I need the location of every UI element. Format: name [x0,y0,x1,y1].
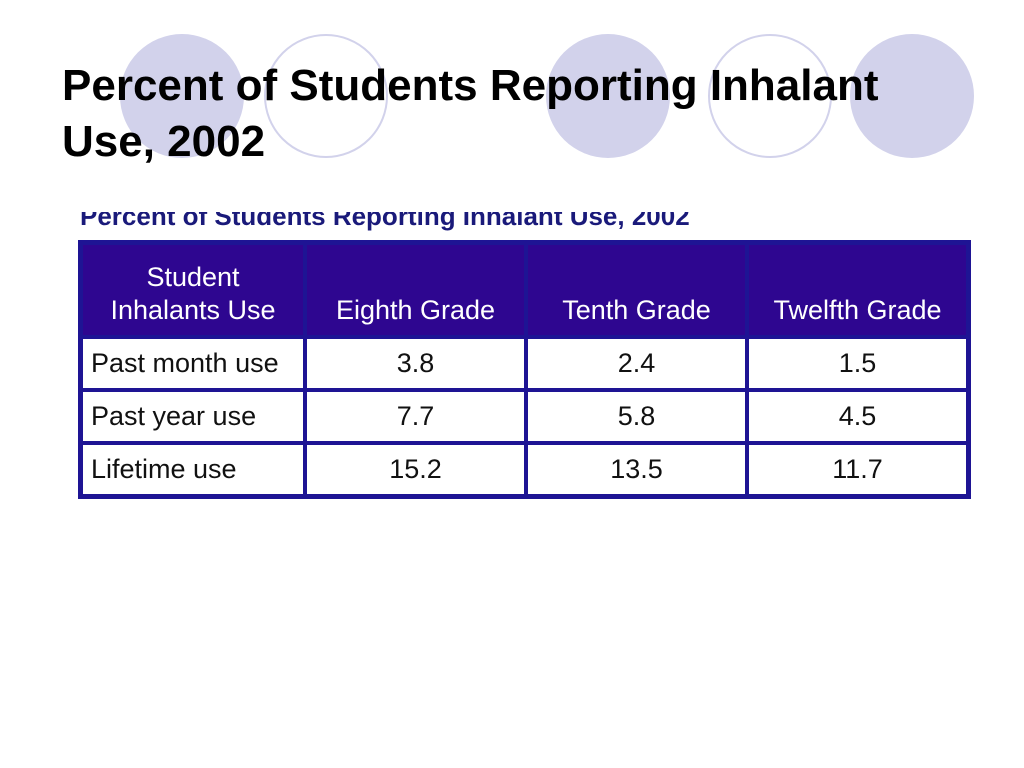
table-header-row: Student Inhalants Use Eighth Grade Tenth… [81,243,968,337]
cell-lifetime-twelfth: 11.7 [747,443,968,496]
cell-past-year-twelfth: 4.5 [747,390,968,443]
header-cell-student-inhalants-use: Student Inhalants Use [81,243,305,337]
table-row: Lifetime use 15.2 13.5 11.7 [81,443,968,496]
row-label-past-month: Past month use [81,337,305,390]
table-row: Past year use 7.7 5.8 4.5 [81,390,968,443]
header-cell-twelfth-grade: Twelfth Grade [747,243,968,337]
slide-title: Percent of Students Reporting Inhalant U… [62,61,879,166]
header-cell-eighth-grade: Eighth Grade [305,243,526,337]
header-label-line1: Student [146,262,240,292]
inhalant-use-table: Student Inhalants Use Eighth Grade Tenth… [78,240,971,499]
cell-past-month-tenth: 2.4 [526,337,747,390]
cell-past-month-twelfth: 1.5 [747,337,968,390]
decorative-circle-filled [546,34,670,158]
cell-past-year-tenth: 5.8 [526,390,747,443]
decorative-circle-outline [708,34,832,158]
cell-past-year-eighth: 7.7 [305,390,526,443]
row-label-past-year: Past year use [81,390,305,443]
row-label-lifetime: Lifetime use [81,443,305,496]
decorative-circle-filled [120,34,244,158]
table-caption: Percent of Students Reporting Inhalant U… [80,212,690,231]
header-cell-tenth-grade: Tenth Grade [526,243,747,337]
table-caption-cropped: Percent of Students Reporting Inhalant U… [80,212,780,234]
cell-past-month-eighth: 3.8 [305,337,526,390]
decorative-circle-outline [264,34,388,158]
table-row: Past month use 3.8 2.4 1.5 [81,337,968,390]
header-label-line2: Inhalants Use [110,295,276,325]
cell-lifetime-tenth: 13.5 [526,443,747,496]
decorative-circle-filled [850,34,974,158]
cell-lifetime-eighth: 15.2 [305,443,526,496]
